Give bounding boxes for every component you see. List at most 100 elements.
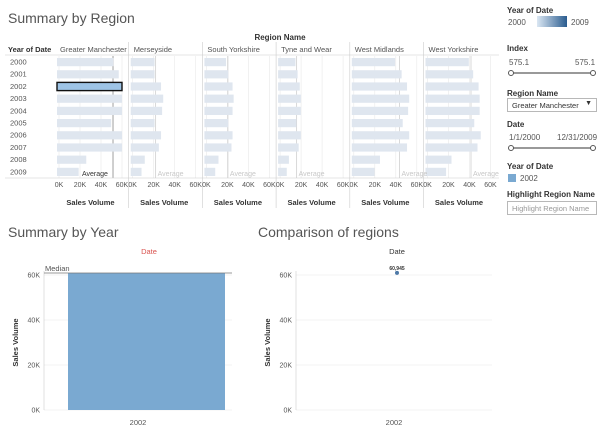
- summary-region-chart[interactable]: Region Name Year of Date Greater Mancheste…: [5, 30, 505, 235]
- date-slider-track[interactable]: [511, 147, 594, 149]
- bar-2001: [130, 70, 155, 79]
- chevron-down-icon: ▼: [585, 100, 592, 107]
- bar-2002: [425, 82, 479, 91]
- region-dropdown[interactable]: Greater Manchester ▼: [507, 98, 597, 112]
- date-min-value: 1/1/2000: [509, 133, 541, 142]
- region-header-5: West Yorkshire: [429, 45, 479, 54]
- year-legend-title: Year of Date: [507, 6, 554, 15]
- year-row-label: 2009: [10, 167, 27, 176]
- bar-2000: [57, 58, 114, 67]
- y-axis-label: Sales Volume: [11, 318, 20, 366]
- bar-2007: [130, 143, 159, 152]
- x-tick-label: 0K: [128, 182, 137, 189]
- x-axis-label: Sales Volume: [214, 198, 262, 207]
- y-tick-label: 20K: [280, 363, 293, 370]
- bar-2003: [351, 94, 410, 103]
- bar-2001: [351, 70, 402, 79]
- summary-year-title: Summary by Year: [8, 224, 119, 240]
- summary-region-title: Summary by Region: [8, 10, 135, 26]
- y-tick-label: 40K: [28, 318, 41, 325]
- date-legend-hint: Date: [141, 247, 157, 256]
- year-bar-2002: [68, 273, 225, 410]
- x-tick-label: 40K: [316, 182, 329, 189]
- bar-2008: [278, 155, 289, 164]
- x-tick-label: 20K: [369, 182, 382, 189]
- x-tick-label: 60K: [116, 182, 129, 189]
- bar-2006: [351, 131, 410, 140]
- x-tick-label: 40K: [242, 182, 255, 189]
- year-filter-label: Year of Date: [507, 162, 554, 171]
- comparison-chart[interactable]: Date 0K 20K 40K 60K Sales Volume 2002 60,945: [256, 245, 496, 430]
- x-axis-label: Sales Volume: [140, 198, 188, 207]
- bar-2002: [204, 82, 233, 91]
- index-slider-min-handle[interactable]: [508, 70, 514, 76]
- bar-2008: [204, 155, 219, 164]
- bar-2002: [351, 82, 408, 91]
- x-tick-label: 20K: [295, 182, 308, 189]
- data-point-2002: [395, 270, 399, 275]
- year-2002-swatch[interactable]: [508, 174, 516, 182]
- index-slider-max-handle[interactable]: [590, 70, 596, 76]
- bar-2005: [130, 119, 155, 128]
- highlight-region-input[interactable]: Highlight Region Name: [507, 201, 597, 215]
- bar-2000: [351, 58, 396, 67]
- bar-2000: [278, 58, 296, 67]
- year-legend-min: 2000: [508, 18, 526, 27]
- bar-2006: [278, 131, 301, 140]
- year-color-ramp: [537, 16, 567, 27]
- date-slider-max-handle[interactable]: [590, 145, 596, 151]
- index-slider-track[interactable]: [511, 72, 594, 74]
- y-axis-label: Sales Volume: [263, 318, 272, 366]
- bar-2009: [425, 167, 447, 176]
- region-header-4: West Midlands: [355, 45, 404, 54]
- x-tick-label: 20K: [442, 182, 455, 189]
- bar-2009: [351, 167, 375, 176]
- row-header-year: Year of Date: [8, 45, 51, 54]
- bar-2001: [278, 70, 298, 79]
- bar-2008: [351, 155, 380, 164]
- date-slider-min-handle[interactable]: [508, 145, 514, 151]
- data-point-label: 60,945: [389, 266, 405, 272]
- x-tick-label: 0K: [202, 182, 211, 189]
- average-label: Average: [401, 171, 427, 178]
- bar-2001: [204, 70, 229, 79]
- bar-2007: [278, 143, 299, 152]
- region-filter-label: Region Name: [507, 89, 559, 98]
- year-row-label: 2003: [10, 94, 27, 103]
- bar-2005: [57, 119, 112, 128]
- bar-2002: [56, 81, 123, 92]
- bar-2008: [130, 155, 145, 164]
- x-tick-label: 2002: [386, 418, 403, 427]
- x-tick-label: 0K: [55, 182, 64, 189]
- average-label: Average: [230, 171, 256, 178]
- x-tick-label: 60K: [484, 182, 497, 189]
- y-tick-label: 60K: [28, 273, 41, 280]
- year-filter-value[interactable]: 2002: [520, 174, 538, 183]
- x-tick-label: 0K: [350, 182, 359, 189]
- bar-2003: [204, 94, 234, 103]
- x-tick-label: 60K: [337, 182, 350, 189]
- x-tick-label: 60K: [411, 182, 424, 189]
- x-tick-label: 0K: [423, 182, 432, 189]
- year-legend-max: 2009: [571, 18, 589, 27]
- index-filter-label: Index: [507, 44, 528, 53]
- bar-2007: [351, 143, 408, 152]
- bar-2001: [57, 70, 119, 79]
- bar-2004: [57, 106, 122, 115]
- index-min-value: 575.1: [509, 58, 530, 67]
- bar-2004: [278, 106, 301, 115]
- x-tick-label: 40K: [390, 182, 403, 189]
- y-tick-label: 0K: [31, 408, 40, 415]
- bar-2000: [425, 58, 469, 67]
- x-tick-label: 2002: [130, 418, 147, 427]
- summary-year-chart[interactable]: Date 0K 20K 40K 60K Sales Volume 2002 Median: [4, 245, 236, 430]
- date-filter-label: Date: [507, 120, 525, 129]
- region-column-header: Region Name: [254, 33, 306, 42]
- bar-2006: [130, 131, 162, 140]
- index-max-value: 575.1: [575, 58, 596, 67]
- bar-2009: [278, 167, 287, 176]
- x-tick-label: 20K: [221, 182, 234, 189]
- year-row-label: 2004: [10, 106, 27, 115]
- bar-2000: [130, 58, 155, 67]
- bar-2005: [351, 119, 403, 128]
